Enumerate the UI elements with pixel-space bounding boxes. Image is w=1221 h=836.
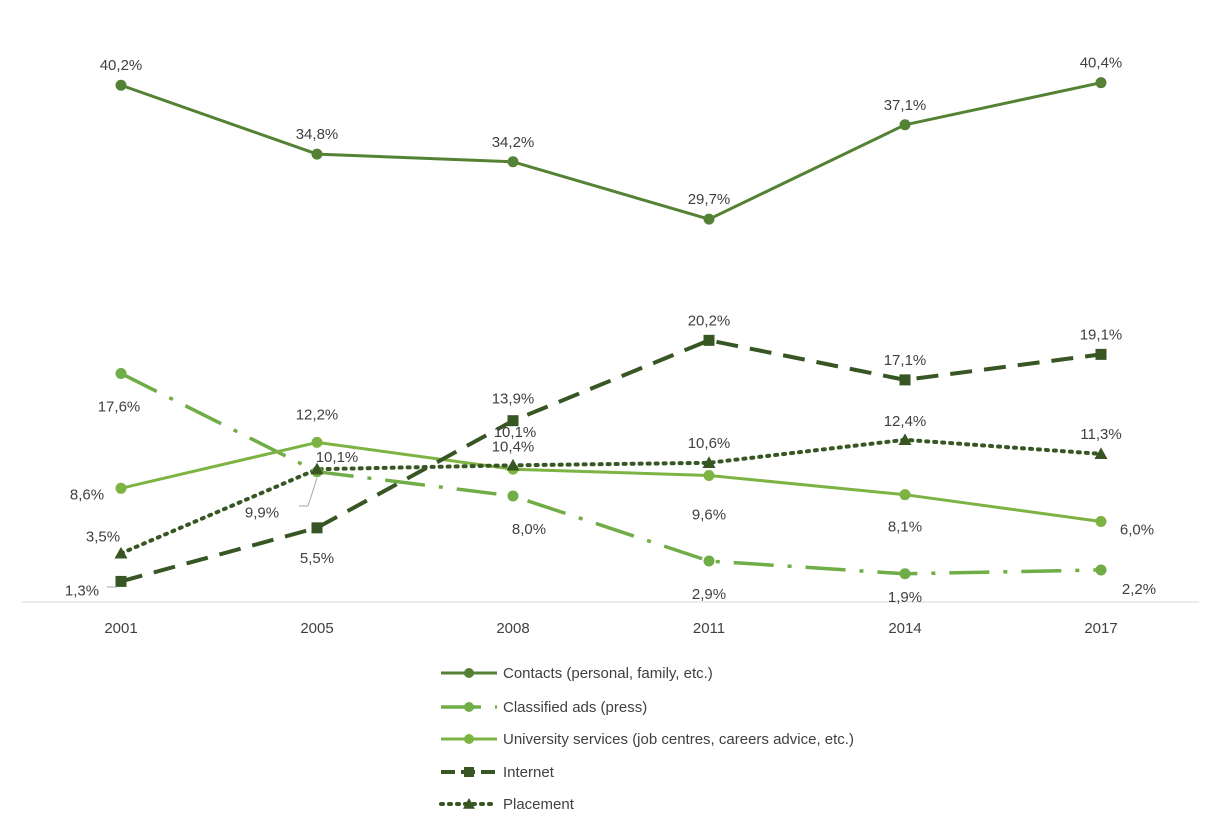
- data-point-4-0: [114, 546, 128, 559]
- data-label-4-0: 3,5%: [86, 528, 120, 545]
- x-tick-label: 2001: [104, 620, 137, 637]
- data-label-4-1: 10,1%: [316, 449, 359, 466]
- data-label-layer: 40,2% 34,8% 34,2% 29,7% 37,1% 40,4% 17,6% 9,9% 8…: [65, 55, 1156, 606]
- legend-label: Classified ads (press): [503, 699, 647, 716]
- legend-label: University services (job centres, career…: [503, 731, 854, 748]
- series-line-0: [120, 81, 1102, 221]
- data-point-2-0: [115, 482, 127, 494]
- series-line-4: [119, 437, 1103, 556]
- data-point-4-2: [506, 458, 520, 471]
- data-point-3-4: [899, 374, 911, 386]
- data-label-1-5: 2,2%: [1122, 581, 1156, 598]
- data-label-1-0: 17,6%: [98, 399, 141, 416]
- data-point-3-5: [1095, 348, 1107, 360]
- legend-item-0: Contacts (personal, family, etc.): [441, 665, 713, 682]
- data-label-4-3: 10,6%: [688, 435, 731, 452]
- legend-item-4: Placement: [439, 796, 575, 813]
- legend-swatch-marker: [464, 767, 474, 777]
- data-label-2-4: 8,1%: [888, 519, 922, 536]
- data-point-3-2: [507, 415, 519, 427]
- data-label-4-4: 12,4%: [884, 413, 927, 430]
- data-label-0-4: 37,1%: [884, 97, 927, 114]
- legend-swatch-marker: [464, 668, 474, 678]
- data-label-1-3: 2,9%: [692, 586, 726, 603]
- data-point-1-4: [899, 568, 911, 580]
- data-point-1-5: [1095, 564, 1107, 576]
- data-label-0-3: 29,7%: [688, 191, 731, 208]
- series-layer: [114, 77, 1108, 587]
- data-point-2-5: [1095, 515, 1107, 527]
- data-point-3-3: [703, 334, 715, 346]
- data-point-2-4: [899, 489, 911, 501]
- data-label-1-4: 1,9%: [888, 589, 922, 606]
- data-label-1-2: 8,0%: [512, 521, 546, 538]
- series-line-1: [120, 371, 1102, 576]
- legend-item-3: Internet: [441, 764, 555, 781]
- data-label-2-1: 12,2%: [296, 406, 339, 423]
- legend-label: Contacts (personal, family, etc.): [503, 665, 713, 682]
- data-label-0-0: 40,2%: [100, 57, 143, 74]
- data-point-0-5: [1095, 77, 1107, 89]
- legend-item-2: University services (job centres, career…: [441, 731, 854, 748]
- data-label-0-2: 34,2%: [492, 134, 535, 151]
- data-label-1-1: 9,9%: [245, 505, 279, 522]
- legend-swatch-marker: [464, 702, 474, 712]
- data-point-3-0: [115, 575, 127, 587]
- x-tick-label: 2014: [888, 620, 921, 637]
- data-label-2-2: 10,1%: [494, 424, 537, 441]
- series-line-3: [120, 338, 1102, 584]
- data-point-4-1: [310, 462, 324, 475]
- legend-label: Internet: [503, 764, 555, 781]
- x-tick-label: 2011: [693, 620, 725, 637]
- data-label-3-2: 13,9%: [492, 391, 535, 408]
- data-point-2-3: [703, 470, 715, 482]
- data-point-0-2: [507, 156, 519, 168]
- legend-label: Placement: [503, 796, 575, 813]
- data-point-0-3: [703, 213, 715, 225]
- data-label-4-5: 11,3%: [1080, 426, 1121, 443]
- legend-swatch-marker: [463, 798, 475, 809]
- data-point-4-4: [898, 433, 912, 446]
- data-label-0-5: 40,4%: [1080, 55, 1123, 72]
- legend-swatch-marker: [464, 734, 474, 744]
- data-label-3-1: 5,5%: [300, 550, 334, 567]
- data-point-0-1: [311, 148, 323, 160]
- x-tick-label: 2005: [300, 620, 333, 637]
- data-point-1-2: [507, 490, 519, 502]
- data-label-3-5: 19,1%: [1080, 326, 1123, 343]
- data-label-4-2: 10,4%: [492, 438, 535, 455]
- data-point-4-5: [1094, 447, 1108, 460]
- data-label-3-4: 17,1%: [884, 352, 927, 369]
- data-point-1-0: [115, 368, 127, 380]
- data-label-0-1: 34,8%: [296, 126, 339, 143]
- data-point-2-1: [311, 436, 323, 448]
- data-point-1-3: [703, 555, 715, 567]
- data-point-0-0: [115, 79, 127, 91]
- data-point-0-4: [899, 119, 911, 131]
- legend-item-1: Classified ads (press): [441, 699, 647, 716]
- data-label-3-3: 20,2%: [688, 312, 731, 329]
- data-label-2-5: 6,0%: [1120, 521, 1154, 538]
- data-label-2-0: 8,6%: [70, 486, 104, 503]
- data-point-3-1: [311, 522, 323, 534]
- data-label-2-3: 9,6%: [692, 507, 726, 524]
- series-line-2: [120, 440, 1102, 523]
- data-point-4-3: [702, 456, 716, 468]
- x-tick-label: 2017: [1084, 620, 1117, 637]
- legend: Contacts (personal, family, etc.) Classif…: [439, 665, 854, 813]
- x-tick-label: 2008: [496, 620, 529, 637]
- x-axis-ticks: 2001 2005 2008 2011 2014 2017: [104, 620, 1117, 637]
- data-label-3-0: 1,3%: [65, 582, 99, 599]
- label-leader-line: [299, 477, 318, 507]
